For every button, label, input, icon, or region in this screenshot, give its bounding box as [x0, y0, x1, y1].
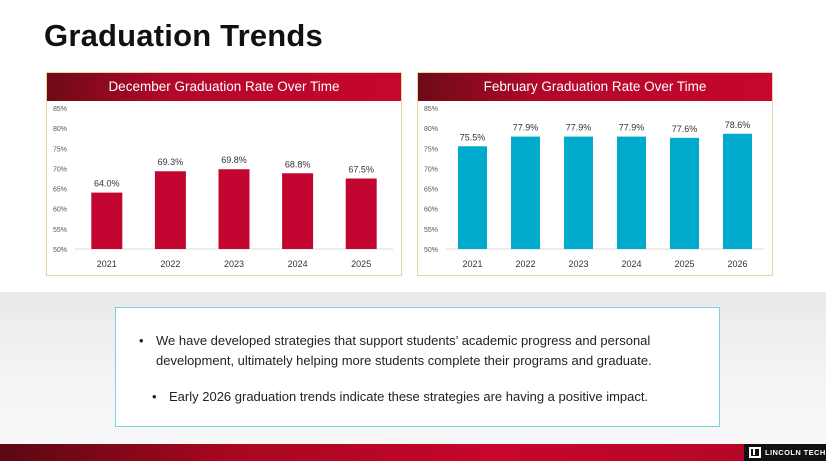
bullet-item: • We have developed strategies that supp…	[139, 331, 696, 371]
bar-2023	[564, 136, 593, 249]
bar-2025	[345, 178, 377, 249]
x-tick-label: 2026	[727, 259, 747, 269]
data-label: 69.8%	[221, 155, 247, 165]
bar-2023	[218, 169, 250, 249]
data-label: 68.8%	[285, 159, 311, 169]
lincoln-tech-logo: LINCOLN TECH	[744, 444, 826, 461]
y-tick-label: 55%	[53, 227, 67, 234]
logo-text: LINCOLN TECH	[765, 448, 826, 457]
y-tick-label: 65%	[424, 187, 438, 194]
x-tick-label: 2024	[621, 259, 641, 269]
bullet-dot: •	[152, 389, 157, 404]
y-tick-label: 55%	[424, 227, 438, 234]
logo-mark-icon	[749, 447, 761, 458]
page-title: Graduation Trends	[44, 18, 323, 53]
data-label: 69.3%	[158, 157, 184, 167]
notes-box: • We have developed strategies that supp…	[115, 307, 720, 427]
data-label: 64.0%	[94, 179, 120, 189]
february-chart: 50% 55% 60% 65% 70% 75% 80% 85% 75.5% 2021 77.9% 20…	[424, 106, 764, 269]
bar-2021	[91, 192, 123, 249]
y-tick-label: 85%	[53, 106, 67, 113]
bar-2024	[282, 173, 314, 249]
bullet-text: Early 2026 graduation trends indicate th…	[169, 389, 649, 404]
x-tick-label: 2022	[515, 259, 535, 269]
bar-2024	[617, 136, 646, 249]
data-label: 67.5%	[348, 165, 374, 175]
x-tick-label: 2024	[288, 259, 308, 269]
y-tick-label: 50%	[53, 247, 67, 254]
bar-2022	[511, 136, 540, 249]
x-tick-label: 2025	[674, 259, 694, 269]
y-tick-label: 85%	[424, 106, 438, 113]
bar-2026	[723, 133, 752, 249]
bar-2021	[458, 146, 487, 249]
y-tick-label: 70%	[424, 166, 438, 173]
x-tick-label: 2025	[351, 259, 371, 269]
y-tick-label: 80%	[53, 126, 67, 133]
y-tick-label: 65%	[53, 187, 67, 194]
february-chart-panel: February Graduation Rate Over Time 50% 55…	[417, 72, 773, 276]
data-label: 77.9%	[566, 123, 592, 133]
bar-2022	[154, 171, 186, 249]
y-tick-label: 60%	[53, 207, 67, 214]
february-chart-title: February Graduation Rate Over Time	[418, 73, 772, 101]
y-tick-label: 50%	[424, 247, 438, 254]
data-label: 77.6%	[672, 124, 698, 134]
december-chart: 50% 55% 60% 65% 70% 75% 80% 85% 64.0% 2021 69.3% 20…	[53, 106, 393, 269]
x-tick-label: 2021	[462, 259, 482, 269]
december-chart-panel: December Graduation Rate Over Time 50% 55…	[46, 72, 402, 276]
data-label: 78.6%	[725, 120, 751, 130]
y-tick-label: 70%	[53, 166, 67, 173]
y-tick-label: 80%	[424, 126, 438, 133]
bullet-item: • Early 2026 graduation trends indicate …	[152, 387, 709, 407]
x-tick-label: 2021	[97, 259, 117, 269]
bullet-text: We have developed strategies that suppor…	[156, 333, 652, 368]
data-label: 77.9%	[513, 123, 539, 133]
y-tick-label: 75%	[53, 146, 67, 153]
x-tick-label: 2022	[160, 259, 180, 269]
data-label: 77.9%	[619, 123, 645, 133]
december-chart-title: December Graduation Rate Over Time	[47, 73, 401, 101]
bullet-dot: •	[139, 333, 144, 348]
data-label: 75.5%	[460, 132, 486, 142]
bar-2025	[670, 137, 699, 249]
footer-bar	[0, 444, 826, 461]
y-tick-label: 60%	[424, 207, 438, 214]
x-tick-label: 2023	[568, 259, 588, 269]
y-tick-label: 75%	[424, 146, 438, 153]
x-tick-label: 2023	[224, 259, 244, 269]
